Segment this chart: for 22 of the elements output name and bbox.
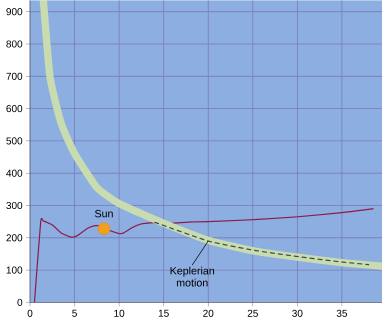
y-tick-label: 100: [6, 266, 22, 274]
x-tick-label: 20: [203, 310, 214, 317]
line-series: [34, 208, 374, 302]
x-tick-label: 15: [158, 310, 169, 317]
x-tick-label: 0: [28, 310, 32, 317]
y-tick-label: 400: [6, 169, 22, 177]
x-tick-label: 30: [292, 310, 302, 317]
annotation: Keplerian motion: [170, 266, 214, 286]
y-tick-label: 200: [6, 234, 22, 242]
y-tick-label: 500: [6, 137, 22, 144]
y-tick-label: 700: [6, 72, 22, 80]
x-tick-label: 5: [72, 310, 77, 317]
y-tick-label: 300: [6, 202, 22, 209]
y-tick-label: 0: [17, 298, 22, 306]
series-label: Sun: [94, 210, 113, 218]
y-tick-label: 600: [6, 104, 22, 112]
y-tick-label: 900: [6, 8, 22, 16]
x-tick-label: 35: [336, 310, 348, 317]
y-tick-label: 800: [6, 40, 22, 48]
line-series: [154, 222, 370, 266]
x-tick-label: 25: [248, 310, 258, 317]
x-tick-label: 10: [114, 310, 124, 317]
